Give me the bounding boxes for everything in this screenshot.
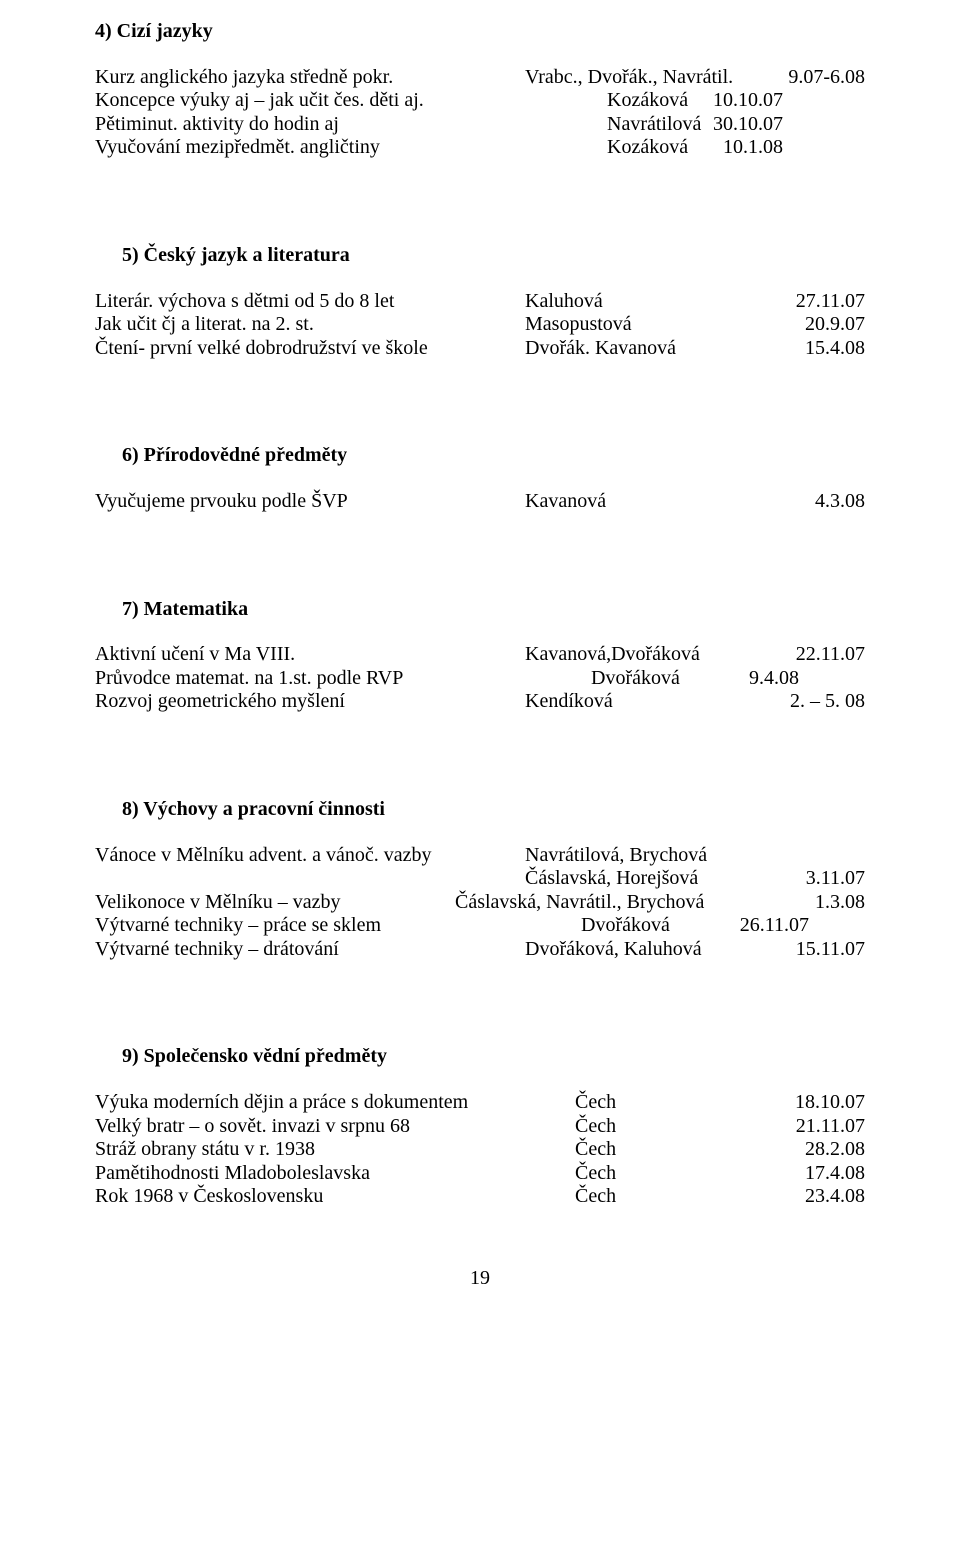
- table-row: Koncepce výuky aj – jak učit čes. děti a…: [95, 89, 865, 113]
- topic-cell: Výtvarné techniky – práce se sklem: [95, 914, 525, 938]
- topic-cell: Vánoce v Mělníku advent. a vánoč. vazby: [95, 844, 525, 868]
- topic-cell: Kurz anglického jazyka středně pokr.: [95, 66, 525, 90]
- date-cell: 23.4.08: [775, 1185, 865, 1209]
- name-cell: Dvořák. Kavanová: [525, 337, 775, 361]
- name-cell: Kaluhová: [525, 290, 775, 314]
- date-cell: 22.11.07: [775, 643, 865, 667]
- topic-cell: Vyučování mezipředmět. angličtiny: [95, 136, 525, 160]
- table-row: Jak učit čj a literat. na 2. st. Masopus…: [95, 313, 865, 337]
- topic-cell: Pětiminut. aktivity do hodin aj: [95, 113, 525, 137]
- date-cell: 28.2.08: [775, 1138, 865, 1162]
- name-cell: Čech: [575, 1162, 775, 1186]
- table-row: Kurz anglického jazyka středně pokr. Vra…: [95, 66, 865, 90]
- name-cell: Čáslavská, Horejšová: [525, 867, 775, 891]
- date-cell: 18.10.07: [775, 1091, 865, 1115]
- section-8-title: 8) Výchovy a pracovní činnosti: [95, 798, 865, 822]
- date-cell: 4.3.08: [775, 490, 865, 514]
- table-row: Průvodce matemat. na 1.st. podle RVP Dvo…: [95, 667, 865, 691]
- table-row: Výuka moderních dějin a práce s dokument…: [95, 1091, 865, 1115]
- topic-cell: Rok 1968 v Československu: [95, 1185, 575, 1209]
- name-cell: Čech: [575, 1138, 775, 1162]
- date-cell: 17.4.08: [775, 1162, 865, 1186]
- topic-cell: Jak učit čj a literat. na 2. st.: [95, 313, 525, 337]
- name-cell: Kavanová: [525, 490, 775, 514]
- section-6-title: 6) Přírodovědné předměty: [95, 444, 865, 468]
- table-row: Velký bratr – o sovět. invazi v srpnu 68…: [95, 1115, 865, 1139]
- date-cell: 20.9.07: [775, 313, 865, 337]
- topic-cell: Pamětihodnosti Mladoboleslavska: [95, 1162, 575, 1186]
- topic-cell: Čtení- první velké dobrodružství ve škol…: [95, 337, 525, 361]
- name-cell: Masopustová: [525, 313, 775, 337]
- topic-cell: Výtvarné techniky – drátování: [95, 938, 525, 962]
- date-cell: 1.3.08: [775, 891, 865, 915]
- name-cell: Čech: [575, 1115, 775, 1139]
- table-row: Rok 1968 v Československu Čech 23.4.08: [95, 1185, 865, 1209]
- topic-cell: Aktivní učení v Ma VIII.: [95, 643, 525, 667]
- topic-cell: Velký bratr – o sovět. invazi v srpnu 68: [95, 1115, 575, 1139]
- table-row: Pětiminut. aktivity do hodin aj Navrátil…: [95, 113, 865, 137]
- name-cell: Vrabc., Dvořák., Navrátil.: [525, 66, 775, 90]
- name-cell: Dvořáková, Kaluhová: [525, 938, 775, 962]
- name-cell: Čech: [575, 1185, 775, 1209]
- table-row: Rozvoj geometrického myšlení Kendíková 2…: [95, 690, 865, 714]
- name-cell: Čech: [575, 1091, 775, 1115]
- topic-cell: Průvodce matemat. na 1.st. podle RVP: [95, 667, 525, 691]
- topic-cell: Literár. výchova s dětmi od 5 do 8 let: [95, 290, 525, 314]
- topic-cell: Výuka moderních dějin a práce s dokument…: [95, 1091, 575, 1115]
- topic-cell: Velikonoce v Mělníku – vazby: [95, 891, 455, 915]
- name-cell: Navrátilová, Brychová: [525, 844, 775, 868]
- topic-cell: Koncepce výuky aj – jak učit čes. děti a…: [95, 89, 525, 113]
- table-row: Aktivní učení v Ma VIII. Kavanová,Dvořák…: [95, 643, 865, 667]
- topic-cell: Rozvoj geometrického myšlení: [95, 690, 525, 714]
- table-row: Čáslavská, Horejšová 3.11.07: [95, 867, 865, 891]
- page-number: 19: [95, 1267, 865, 1291]
- date-cell: 21.11.07: [775, 1115, 865, 1139]
- table-row: Čtení- první velké dobrodružství ve škol…: [95, 337, 865, 361]
- name-cell: Čáslavská, Navrátil., Brychová: [455, 891, 775, 915]
- topic-cell: Vyučujeme prvouku podle ŠVP: [95, 490, 525, 514]
- section-4-title: 4) Cizí jazyky: [95, 20, 865, 44]
- date-cell: 30.10.07: [693, 113, 783, 137]
- topic-cell: [95, 867, 525, 891]
- section-7-title: 7) Matematika: [95, 598, 865, 622]
- date-cell: 26.11.07: [719, 914, 809, 938]
- date-cell: 15.4.08: [775, 337, 865, 361]
- date-cell: 9.4.08: [709, 667, 799, 691]
- date-cell: [775, 844, 865, 868]
- table-row: Velikonoce v Mělníku – vazby Čáslavská, …: [95, 891, 865, 915]
- section-9-title: 9) Společensko vědní předměty: [95, 1045, 865, 1069]
- date-cell: 9.07-6.08: [775, 66, 865, 90]
- date-cell: 10.10.07: [693, 89, 783, 113]
- topic-cell: Stráž obrany státu v r. 1938: [95, 1138, 575, 1162]
- section-5-title: 5) Český jazyk a literatura: [95, 244, 865, 268]
- date-cell: 15.11.07: [775, 938, 865, 962]
- table-row: Vánoce v Mělníku advent. a vánoč. vazby …: [95, 844, 865, 868]
- name-cell: Kavanová,Dvořáková: [525, 643, 775, 667]
- table-row: Pamětihodnosti Mladoboleslavska Čech 17.…: [95, 1162, 865, 1186]
- date-cell: 3.11.07: [775, 867, 865, 891]
- table-row: Výtvarné techniky – práce se sklem Dvořá…: [95, 914, 865, 938]
- table-row: Výtvarné techniky – drátování Dvořáková,…: [95, 938, 865, 962]
- name-cell: Kendíková: [525, 690, 775, 714]
- date-cell: 10.1.08: [693, 136, 783, 160]
- date-cell: 2. – 5. 08: [775, 690, 865, 714]
- table-row: Vyučujeme prvouku podle ŠVP Kavanová 4.3…: [95, 490, 865, 514]
- date-cell: 27.11.07: [775, 290, 865, 314]
- table-row: Vyučování mezipředmět. angličtiny Kozáko…: [95, 136, 865, 160]
- table-row: Stráž obrany státu v r. 1938 Čech 28.2.0…: [95, 1138, 865, 1162]
- table-row: Literár. výchova s dětmi od 5 do 8 let K…: [95, 290, 865, 314]
